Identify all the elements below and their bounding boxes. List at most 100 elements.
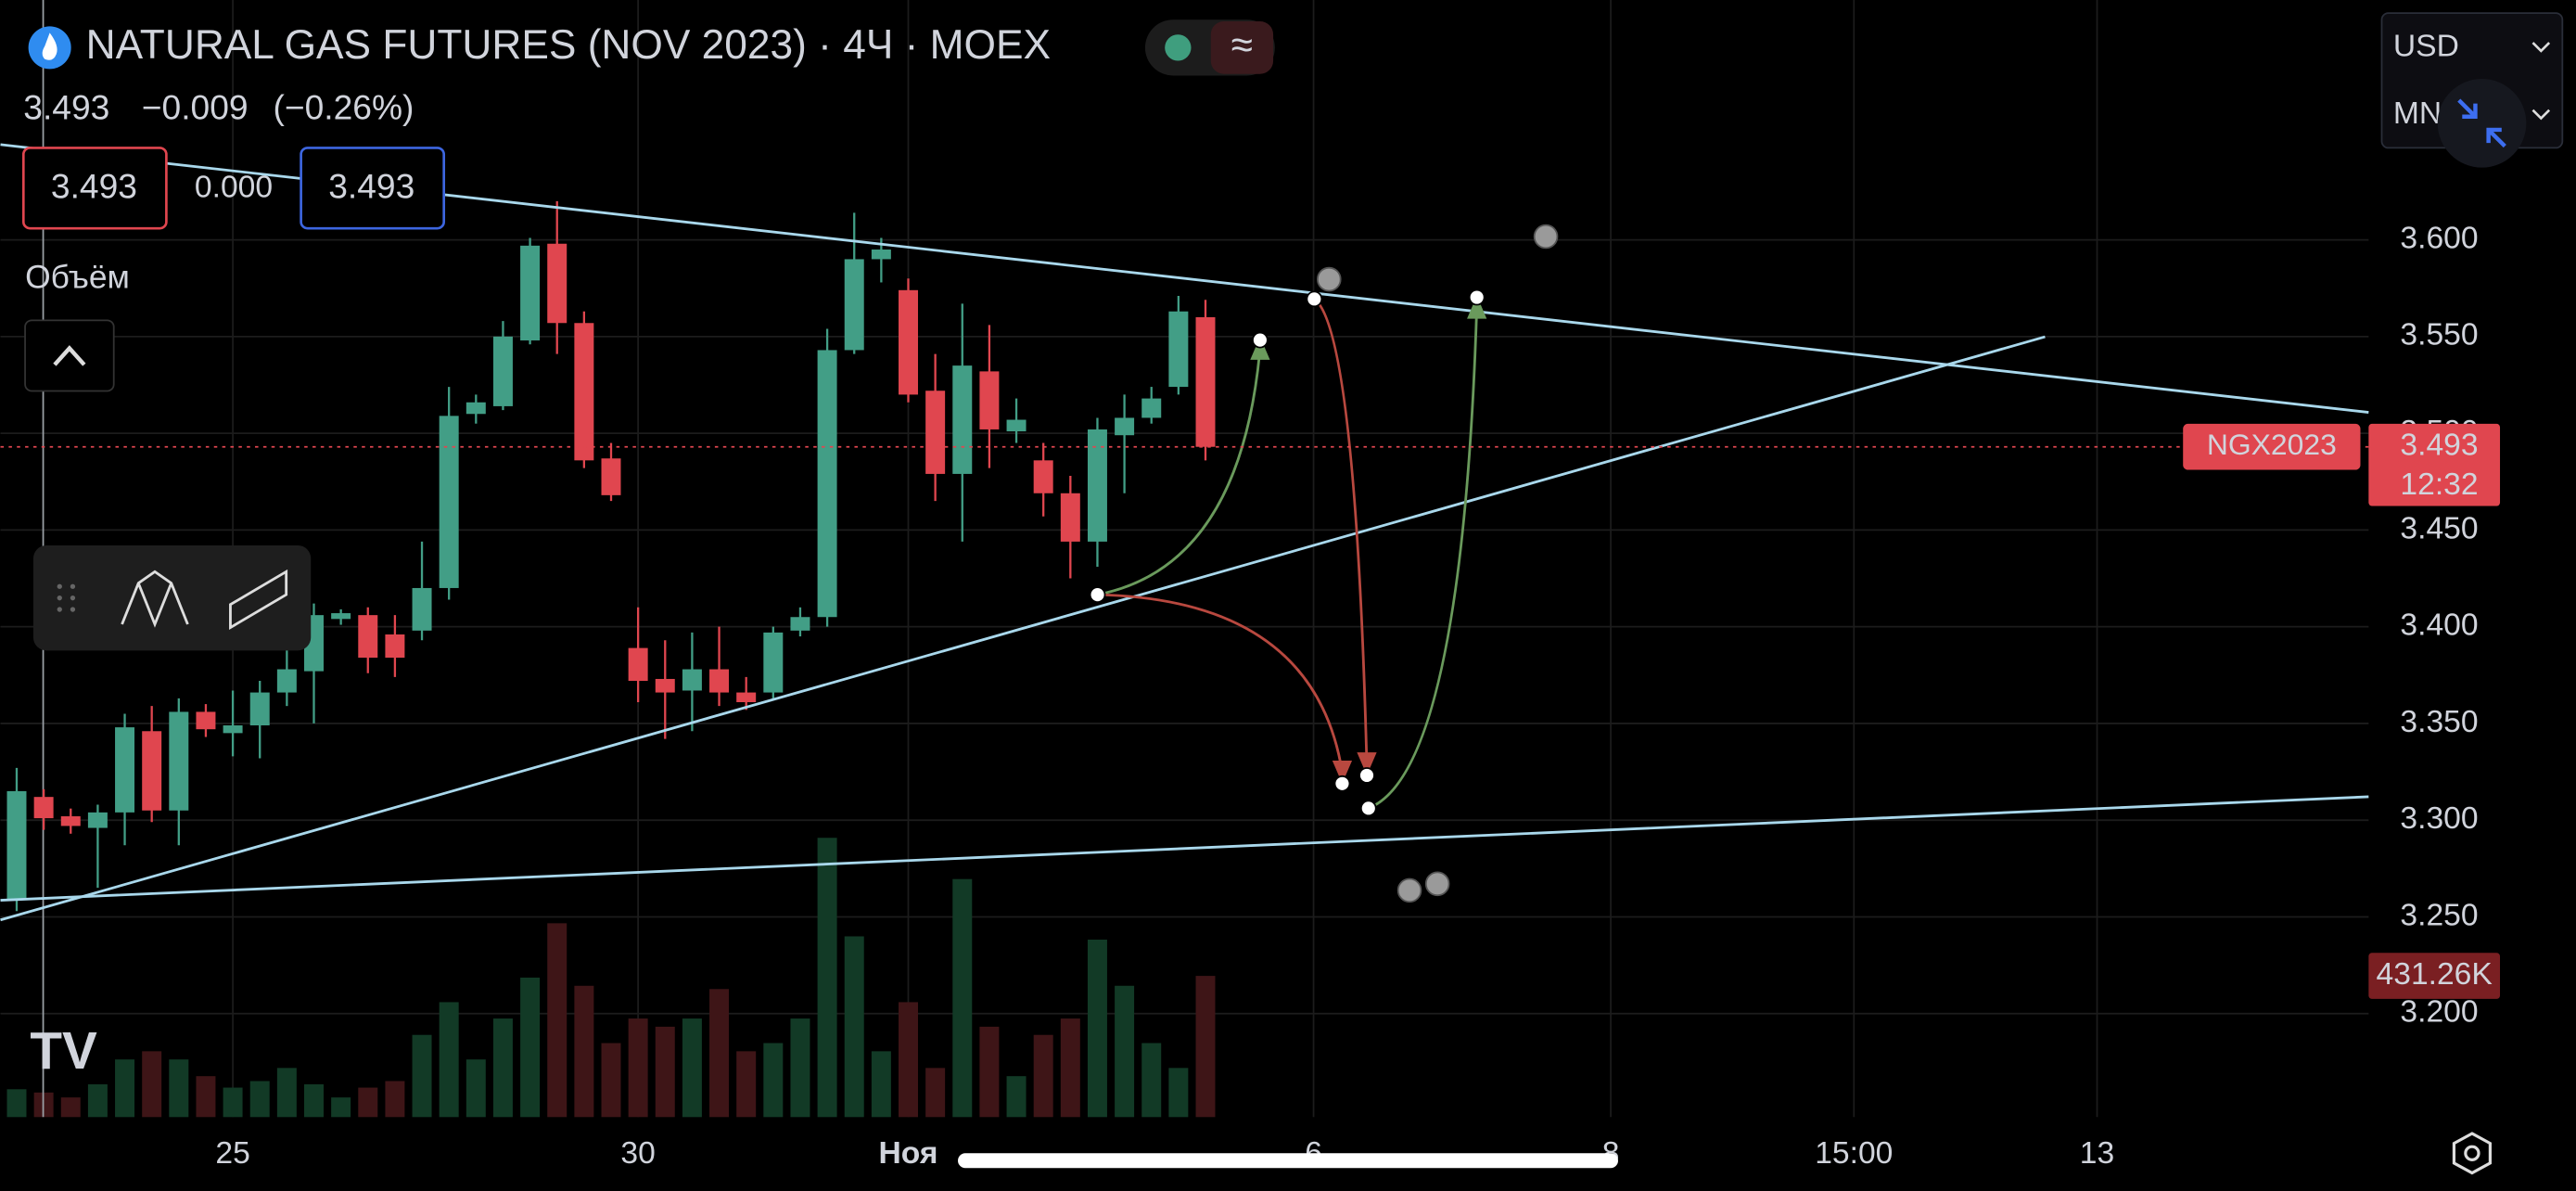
candle-body — [1115, 417, 1135, 436]
dropdown-icon — [2531, 42, 2551, 121]
arrow — [1097, 348, 1262, 596]
pattern-tool[interactable] — [121, 570, 189, 628]
volume-bar — [952, 878, 973, 1118]
volume-bar — [899, 1002, 918, 1118]
candle-body — [790, 617, 810, 631]
volume-bar — [196, 1076, 216, 1118]
currency: USD — [2393, 29, 2459, 63]
candle-body — [628, 647, 648, 682]
price-label-box — [2368, 423, 2501, 506]
volume-bar — [817, 838, 837, 1118]
volume-bar — [142, 1051, 162, 1118]
volume-title: Объём — [25, 258, 130, 295]
candle-body — [1141, 398, 1162, 418]
buy-price: 3.493 — [328, 166, 414, 205]
volume-bar — [628, 1018, 648, 1118]
volume-bar — [1195, 976, 1216, 1118]
candle-body — [1060, 493, 1080, 542]
volume-bar — [60, 1097, 81, 1118]
volume-pane — [6, 838, 1216, 1118]
volume-bar — [87, 1084, 108, 1118]
anchor-point[interactable] — [1358, 767, 1375, 784]
y-tick-label: 3.600 — [2400, 221, 2478, 255]
arrow — [1097, 593, 1344, 773]
alert-icon[interactable] — [1396, 877, 1422, 903]
volume-bar — [276, 1068, 297, 1118]
candle-body — [736, 692, 757, 702]
volume-bar — [520, 977, 541, 1118]
candle-body — [169, 711, 189, 811]
volume-bar — [358, 1087, 378, 1118]
channel-tool[interactable] — [229, 569, 288, 631]
volume-bar — [1141, 1043, 1162, 1118]
fullscreen-button[interactable] — [2437, 79, 2527, 168]
alert-icon[interactable] — [1424, 871, 1450, 897]
candle-body — [1006, 419, 1027, 432]
trend-line — [0, 795, 2369, 902]
alert-icon[interactable] — [1533, 224, 1559, 250]
volume-bar — [1060, 1018, 1080, 1118]
candle-body — [196, 711, 216, 730]
candle-body — [492, 336, 513, 406]
flame — [42, 32, 57, 60]
scroll-indicator — [958, 1153, 1618, 1169]
candle-body — [33, 797, 54, 819]
fullscreen-icon — [2457, 98, 2506, 148]
candle-body — [223, 725, 243, 734]
volume-bar — [979, 1026, 1000, 1118]
candle-body — [952, 365, 973, 474]
volume-bar — [655, 1026, 675, 1118]
y-tick-label: 3.550 — [2400, 318, 2478, 352]
chart-title: NATURAL GAS FUTURES (NOV 2023) · 4Ч · MO… — [86, 22, 1051, 68]
y-tick-label: 3.400 — [2400, 608, 2478, 643]
volume-bar — [547, 923, 567, 1118]
volume-bar — [709, 989, 730, 1118]
volume-bar — [790, 1018, 810, 1118]
volume-bar — [465, 1059, 486, 1118]
arrow-head — [1357, 752, 1377, 775]
candle-body — [358, 615, 378, 659]
volume-bar — [1006, 1076, 1027, 1118]
anchor-point[interactable] — [1359, 800, 1377, 817]
data-status — [1210, 21, 1274, 74]
sell-price: 3.493 — [51, 166, 137, 205]
collapse-button[interactable] — [24, 319, 115, 392]
y-tick-label: 3.450 — [2400, 511, 2478, 545]
anchor-point[interactable] — [1089, 586, 1106, 603]
arrow — [1368, 305, 1479, 810]
volume-bar — [249, 1081, 270, 1118]
settings-button[interactable] — [2452, 1132, 2492, 1175]
candle-body — [1087, 429, 1107, 542]
candle-body — [763, 632, 784, 693]
volume-bar — [574, 985, 594, 1118]
trend-line — [0, 335, 2046, 922]
anchor-point[interactable] — [1306, 290, 1323, 308]
candle-body — [979, 371, 1000, 429]
volume-bar — [736, 1051, 757, 1118]
candle-body — [1195, 317, 1216, 447]
anchor-point[interactable] — [1468, 288, 1486, 306]
candle-body — [547, 243, 567, 324]
volume-bar — [601, 1043, 621, 1118]
volume-bar — [871, 1051, 891, 1118]
drawing-toolbar — [32, 544, 312, 651]
volume-bar — [1168, 1068, 1189, 1118]
candle-body — [439, 416, 459, 588]
volume-bar — [304, 1084, 324, 1118]
sell-button[interactable] — [21, 147, 168, 230]
candle-body — [115, 727, 135, 813]
unit: MN — [2393, 96, 2442, 131]
candle-body — [1033, 460, 1053, 493]
anchor-point[interactable] — [1252, 331, 1269, 349]
last-price: 3.493 — [23, 87, 109, 126]
buy-button[interactable] — [300, 147, 446, 230]
volume-bar — [385, 1081, 405, 1118]
alert-icon[interactable] — [1316, 266, 1342, 292]
price-change-percent: (−0.26%) — [274, 87, 414, 126]
anchor-point[interactable] — [1333, 775, 1351, 792]
volume-bar — [492, 1018, 513, 1118]
candle-body — [465, 402, 486, 415]
y-tick-label: 3.250 — [2400, 898, 2478, 932]
candle-body — [412, 587, 432, 631]
